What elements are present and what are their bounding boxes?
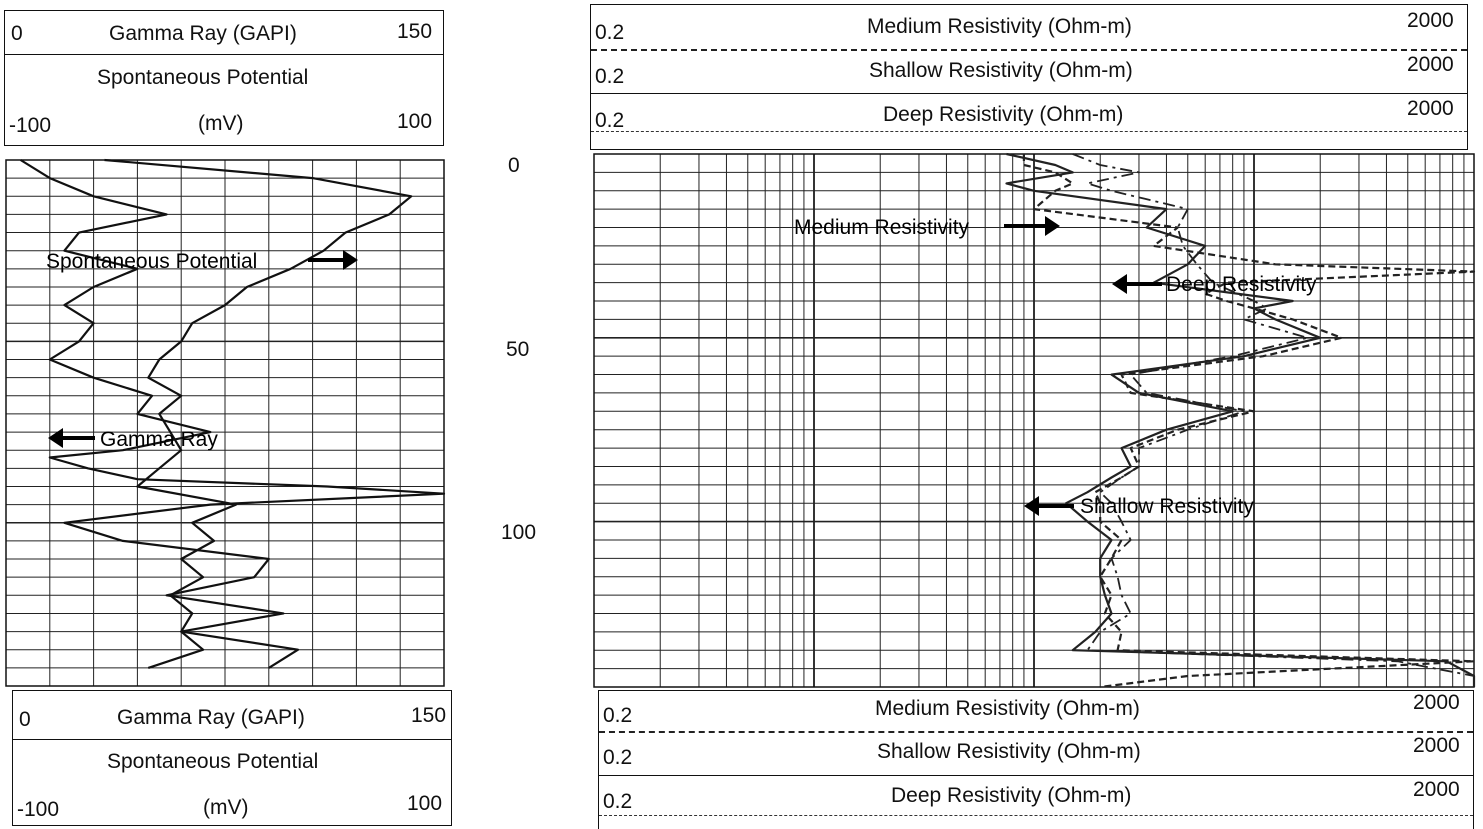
deep-line-style-bottom xyxy=(599,815,1473,816)
sp-min: -100 xyxy=(9,114,52,137)
deep-line-style xyxy=(591,131,1467,132)
annotation-shallow-label: Shallow Resistivity xyxy=(1080,495,1254,518)
medium-line-style xyxy=(591,49,1467,51)
annotation-medium-arrowhead xyxy=(1045,216,1060,236)
medium-resistivity-curve xyxy=(1022,154,1476,689)
track1-grid xyxy=(6,160,444,686)
shallow-resistivity-label-bottom: Shallow Resistivity (Ohm-m) xyxy=(877,740,1141,763)
bottom-right-header: 0.2 Medium Resistivity (Ohm-m) 2000 0.2 … xyxy=(598,690,1474,829)
medium-resistivity-label-bottom: Medium Resistivity (Ohm-m) xyxy=(875,697,1140,720)
deep-resistivity-max-bottom: 2000 xyxy=(1413,778,1460,801)
track2-grid xyxy=(594,154,1474,687)
medium-resistivity-min-bottom: 0.2 xyxy=(603,704,633,727)
top-left-header: 0 Gamma Ray (GAPI) 150 Spontaneous Poten… xyxy=(4,10,444,146)
medium-resistivity-min: 0.2 xyxy=(595,21,625,44)
gamma-ray-min-bottom: 0 xyxy=(19,708,31,731)
annotation-sp: Spontaneous Potential xyxy=(46,250,358,273)
sp-label-bottom: Spontaneous Potential xyxy=(107,750,319,773)
medium-resistivity-max: 2000 xyxy=(1407,9,1454,32)
annotation-deep-arrowhead xyxy=(1112,274,1127,294)
deep-resistivity-curve xyxy=(1072,153,1475,687)
annotation-deep-label: Deep Resistivity xyxy=(1166,273,1317,296)
gamma-ray-max: 150 xyxy=(397,20,433,43)
gamma-ray-curve xyxy=(20,159,446,669)
gamma-ray-min: 0 xyxy=(11,22,23,45)
deep-resistivity-label: Deep Resistivity (Ohm-m) xyxy=(883,103,1124,126)
bottom-left-header: 0 Gamma Ray (GAPI) 150 Spontaneous Poten… xyxy=(12,690,452,826)
depth-tick-0: 0 xyxy=(508,154,520,177)
sp-curve xyxy=(104,158,413,669)
deep-resistivity-label-bottom: Deep Resistivity (Ohm-m) xyxy=(891,784,1132,807)
gamma-ray-max-bottom: 150 xyxy=(411,704,447,727)
shallow-resistivity-max: 2000 xyxy=(1407,53,1454,76)
medium-resistivity-max-bottom: 2000 xyxy=(1413,691,1460,714)
annotation-medium-label: Medium Resistivity xyxy=(794,216,970,239)
sp-max: 100 xyxy=(397,110,433,133)
shallow-resistivity-curve xyxy=(1005,152,1476,687)
header-divider-bottom xyxy=(13,739,451,740)
sp-label: Spontaneous Potential xyxy=(97,66,309,89)
annotation-gr-arrowhead xyxy=(48,428,63,448)
shallow-resistivity-label: Shallow Resistivity (Ohm-m) xyxy=(869,59,1133,82)
medium-line-style-bottom xyxy=(599,731,1473,733)
deep-resistivity-min-bottom: 0.2 xyxy=(603,790,633,813)
depth-tick-100: 100 xyxy=(501,521,537,544)
depth-tick-50: 50 xyxy=(506,338,530,361)
annotation-sp-label: Spontaneous Potential xyxy=(46,250,257,273)
deep-resistivity-max: 2000 xyxy=(1407,97,1454,120)
annotation-deep: Deep Resistivity xyxy=(1112,273,1317,296)
top-right-header: 0.2 Medium Resistivity (Ohm-m) 2000 0.2 … xyxy=(590,4,1468,150)
shallow-resistivity-min-bottom: 0.2 xyxy=(603,746,633,769)
annotation-gr-label: Gamma Ray xyxy=(100,428,218,451)
sp-unit: (mV) xyxy=(198,112,244,135)
header-divider xyxy=(5,54,443,55)
gamma-ray-label-bottom: Gamma Ray (GAPI) xyxy=(117,706,305,729)
shallow-resistivity-min: 0.2 xyxy=(595,65,625,88)
shallow-line-style xyxy=(591,93,1467,94)
medium-resistivity-label: Medium Resistivity (Ohm-m) xyxy=(867,15,1132,38)
track2-frame xyxy=(593,153,1475,688)
track1-frame xyxy=(5,159,445,687)
annotation-shallow-arrowhead xyxy=(1024,496,1039,516)
track2-curves xyxy=(1005,152,1476,689)
annotation-shallow: Shallow Resistivity xyxy=(1024,495,1254,518)
shallow-resistivity-max-bottom: 2000 xyxy=(1413,734,1460,757)
annotation-gr: Gamma Ray xyxy=(48,428,218,451)
track1-curves xyxy=(20,158,446,669)
sp-max-bottom: 100 xyxy=(407,792,443,815)
sp-unit-bottom: (mV) xyxy=(203,796,249,819)
annotation-medium: Medium Resistivity xyxy=(794,216,1060,239)
deep-resistivity-min: 0.2 xyxy=(595,109,625,132)
sp-min-bottom: -100 xyxy=(17,798,60,821)
annotation-sp-arrowhead xyxy=(343,250,358,270)
gamma-ray-label: Gamma Ray (GAPI) xyxy=(109,22,297,45)
shallow-line-style-bottom xyxy=(599,775,1473,776)
